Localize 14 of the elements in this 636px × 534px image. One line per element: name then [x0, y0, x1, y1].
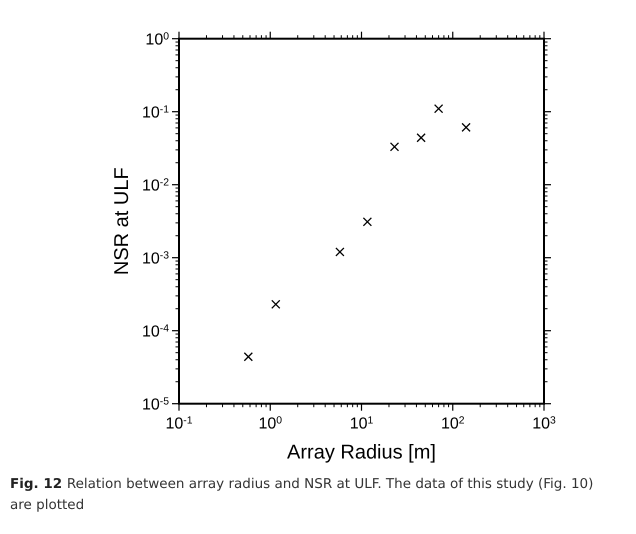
- x-tick-label: 10$^{-1}$: [165, 415, 193, 433]
- y-tick-label: 10$^{-4}$: [142, 323, 170, 341]
- y-tick-label: 10$^{0}$: [145, 31, 170, 49]
- caption: Fig. 12 Relation between array radius and NSR at ULF. The data of this study (Fig. 10) are plotted: [10, 476, 594, 513]
- x-tick-label: 10$^{1}$: [350, 415, 374, 433]
- y-tick-label: 10$^{-2}$: [142, 177, 170, 195]
- x-axis-title: Array Radius [m]: [287, 442, 436, 464]
- y-axis-title: NSR at ULF: [111, 167, 133, 276]
- x-tick-label: 10$^{2}$: [440, 415, 465, 433]
- y-tick-label: 10$^{-3}$: [142, 250, 170, 268]
- x-tick-label: 10$^{0}$: [258, 415, 282, 433]
- y-tick-label: 10$^{-5}$: [142, 396, 170, 414]
- y-tick-label: 10$^{-1}$: [142, 104, 170, 122]
- x-tick-label: 10$^{3}$: [532, 415, 556, 433]
